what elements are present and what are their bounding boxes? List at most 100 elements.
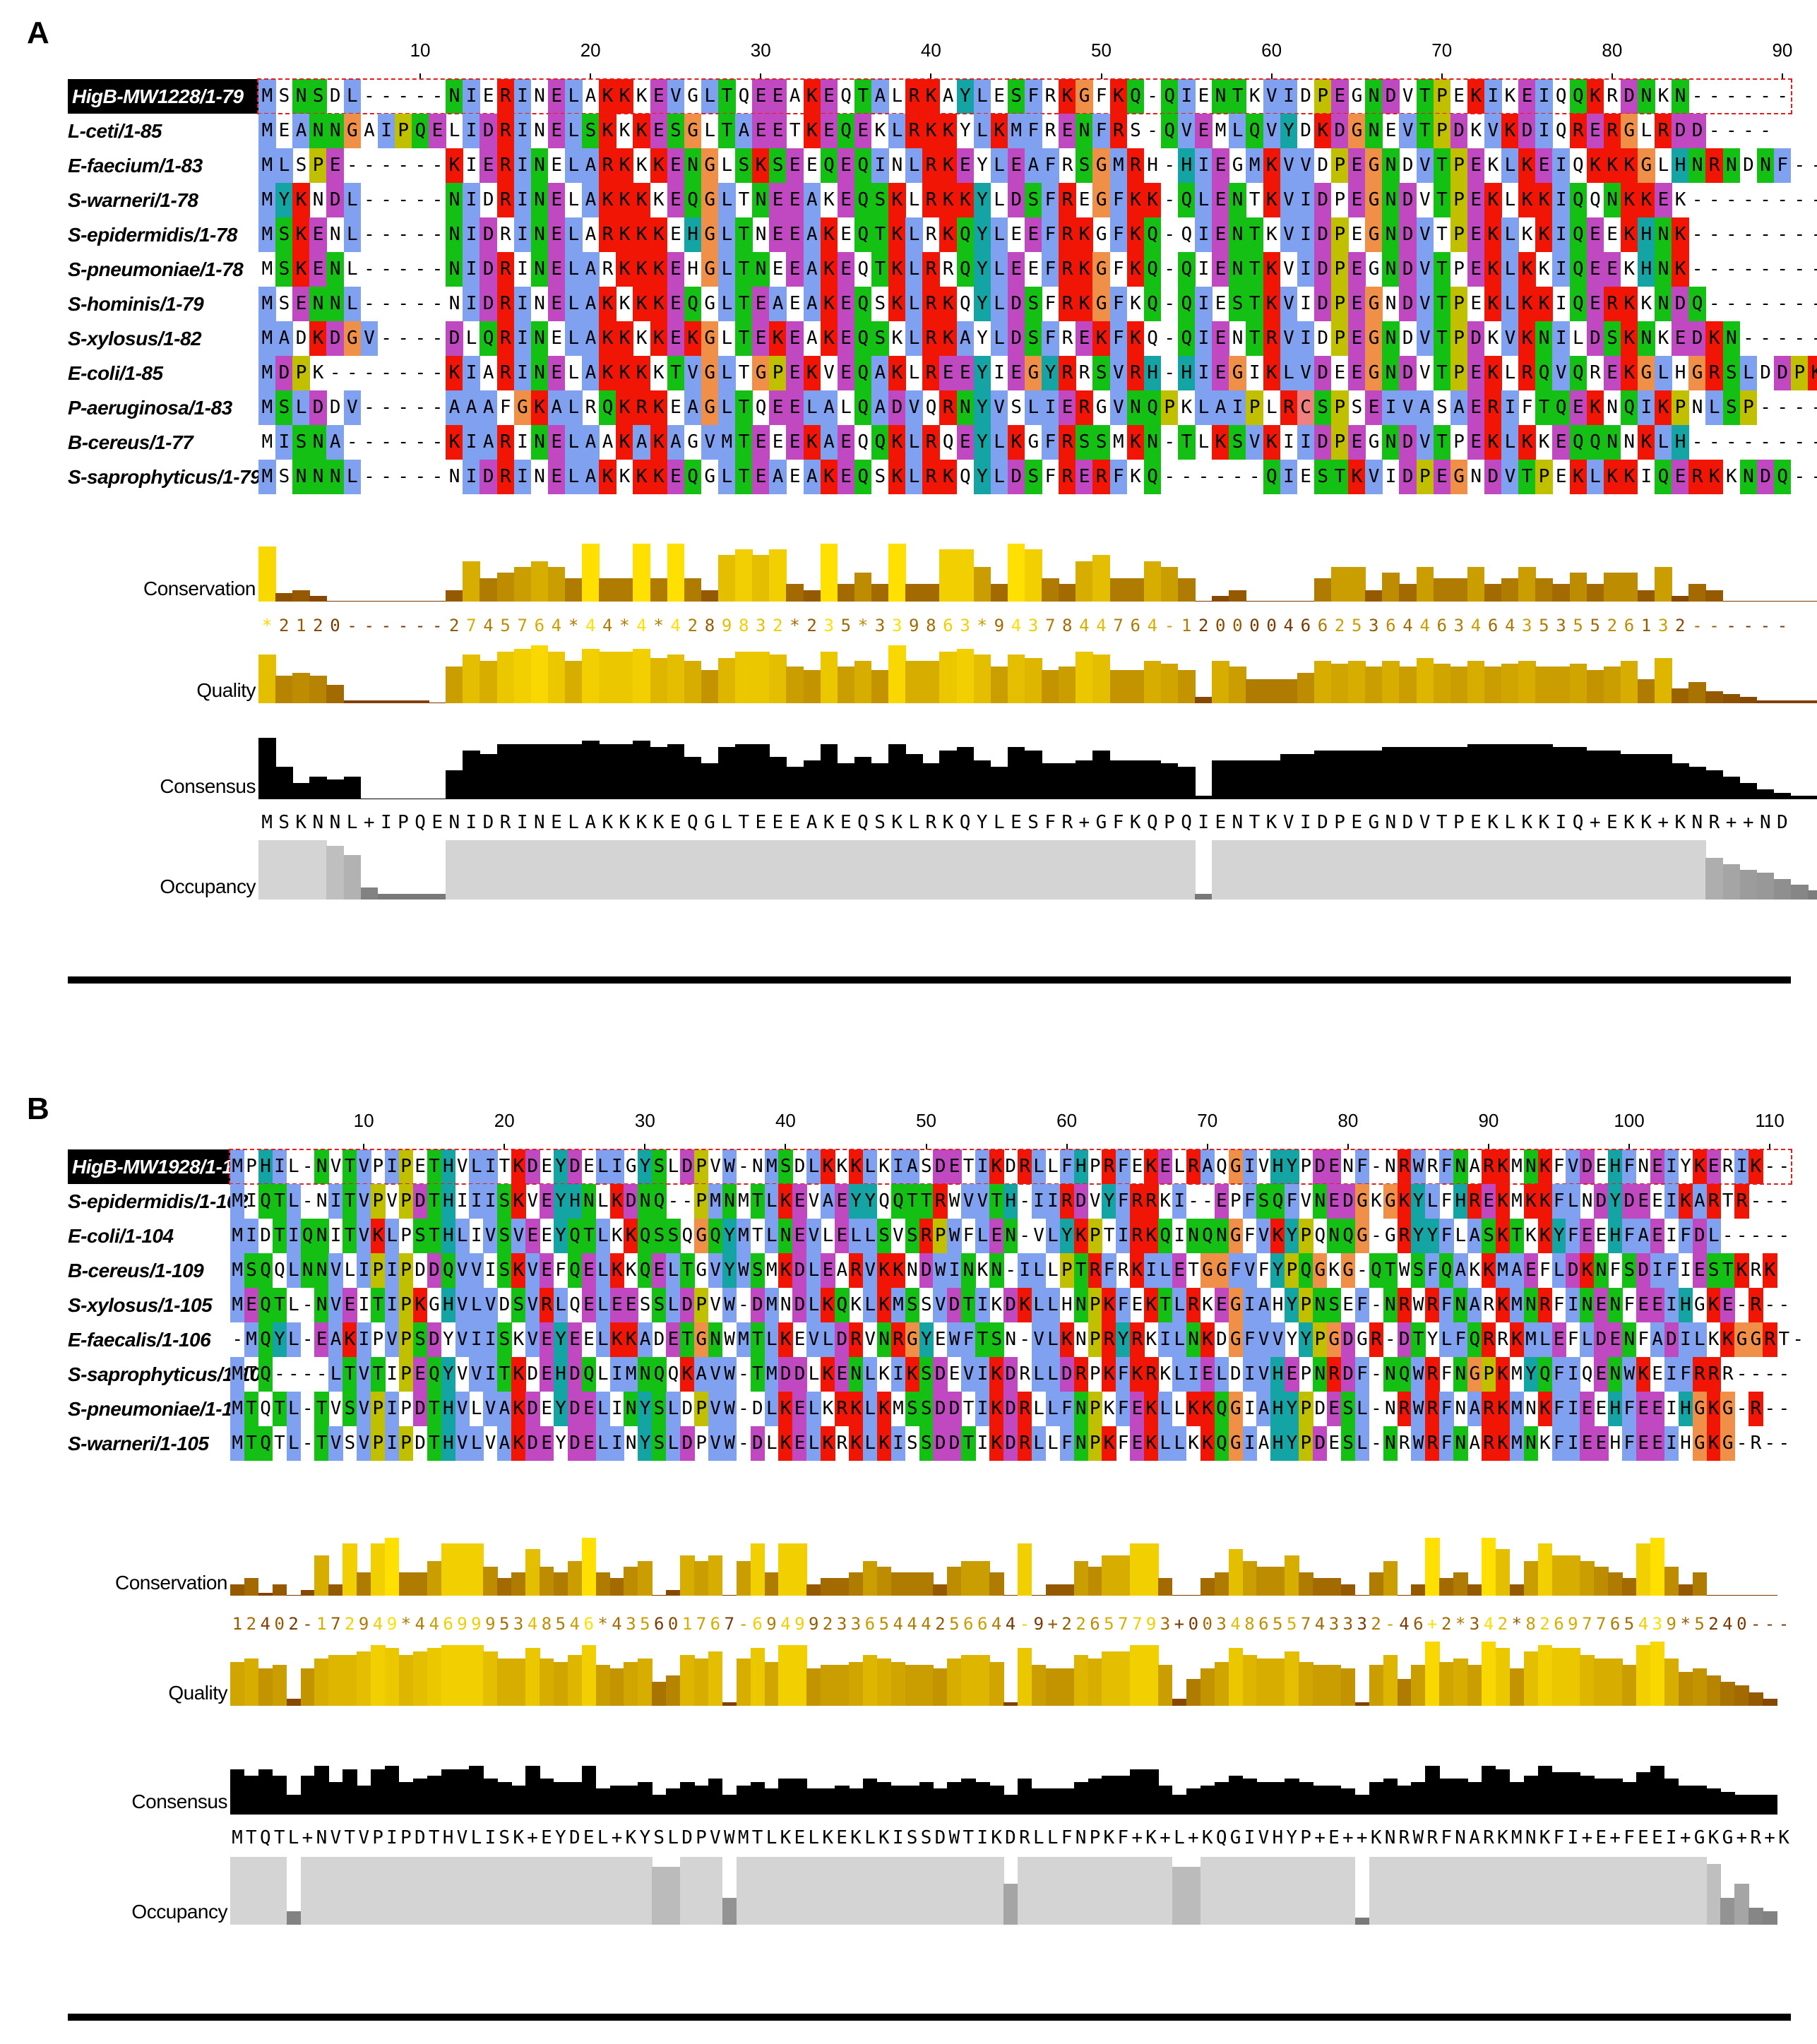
residue: T — [1246, 321, 1264, 356]
residue: K — [1495, 1392, 1511, 1426]
residue: R — [1126, 356, 1145, 390]
residue: I — [385, 1253, 400, 1288]
residue: D — [933, 1149, 948, 1184]
conservation-bar — [1397, 1595, 1412, 1596]
consensus-residue: L — [470, 1827, 482, 1848]
conservation-bar — [1705, 590, 1724, 602]
conservation-score: 0 — [1215, 616, 1226, 635]
quality-bar — [792, 1644, 807, 1706]
residue: M — [258, 79, 276, 114]
residue: Q — [258, 1357, 273, 1392]
residue: F — [1441, 1190, 1453, 1212]
residue: V — [1566, 1149, 1580, 1184]
residue: I — [463, 287, 480, 321]
consensus-bar — [1537, 1766, 1553, 1815]
residue: L — [1580, 1322, 1595, 1357]
occupancy-bar — [1270, 1857, 1285, 1925]
residue: R — [1092, 460, 1111, 494]
consensus-bar — [446, 770, 463, 799]
quality-bar — [1416, 657, 1434, 703]
consensus-bar — [1620, 753, 1638, 799]
sequence-name: HigB-MW1928/1-106 — [68, 1149, 254, 1184]
conservation-score: 8 — [926, 616, 936, 635]
conservation-bar — [1734, 1595, 1749, 1596]
residue: G — [1313, 1253, 1328, 1288]
residue: E — [1027, 258, 1039, 280]
residue: - — [431, 328, 443, 349]
residue: L — [1033, 1398, 1044, 1419]
consensus-residue: Y — [976, 812, 988, 833]
occupancy-bar — [441, 1857, 456, 1925]
residue: K — [778, 1426, 793, 1461]
residue: T — [1249, 189, 1261, 210]
residue: - — [1019, 1190, 1030, 1212]
residue: S — [1722, 356, 1741, 390]
residue: V — [1246, 425, 1264, 460]
residue: D — [567, 1392, 583, 1426]
conservation-score: - — [738, 1614, 749, 1634]
residue: K — [1348, 460, 1366, 494]
residue: G — [1228, 1149, 1243, 1184]
consensus-bar — [1518, 743, 1536, 799]
consensus-bar — [1280, 753, 1298, 799]
quality-bar — [1551, 1648, 1566, 1706]
occupancy-bar — [328, 1857, 343, 1925]
residue: K — [803, 356, 821, 390]
residue: T — [1246, 217, 1264, 252]
residue: K — [1495, 1149, 1511, 1184]
residue: A — [463, 390, 480, 425]
residue: K — [1130, 1357, 1145, 1392]
residue: A — [582, 148, 600, 183]
residue: H — [1270, 1149, 1285, 1184]
residue: I — [1382, 390, 1400, 425]
occupancy-bar — [412, 1857, 428, 1925]
consensus-residue: K — [1624, 812, 1635, 833]
quality-bar — [1130, 1644, 1145, 1706]
conservation-bar — [553, 1572, 568, 1596]
conservation-score: - — [398, 616, 409, 635]
residue: - — [364, 85, 375, 107]
residue: K — [1470, 120, 1482, 141]
occupancy-bar — [1045, 1857, 1061, 1925]
residue: V — [1419, 189, 1431, 210]
residue: N — [1382, 425, 1400, 460]
residue: R — [496, 425, 515, 460]
residue: - — [381, 466, 392, 487]
residue: K — [1620, 321, 1638, 356]
residue: D — [1450, 114, 1468, 148]
residue: E — [752, 460, 770, 494]
conservation-score: 8 — [1062, 616, 1073, 635]
residue: P — [1088, 1392, 1102, 1426]
residue: S — [989, 1322, 1004, 1357]
consensus-bar — [1178, 767, 1196, 799]
residue: R — [1397, 1288, 1412, 1322]
conservation-bar — [1369, 1572, 1384, 1596]
residue: - — [398, 155, 409, 176]
occupancy-bar — [1551, 1857, 1566, 1925]
residue: - — [1691, 224, 1703, 245]
residue: F — [1539, 1260, 1551, 1281]
residue: K — [778, 1253, 793, 1288]
sequence-name: P-aeruginosa/1-83 — [68, 397, 232, 419]
residue: D — [326, 183, 345, 217]
occupancy-bar — [429, 893, 446, 900]
residue: T — [1722, 1190, 1734, 1212]
residue: D — [1399, 356, 1417, 390]
consensus-residue: E — [1652, 1827, 1663, 1848]
residue: L — [1739, 356, 1758, 390]
residue: H — [1453, 1184, 1468, 1219]
residue: E — [1158, 1149, 1173, 1184]
residue: D — [1399, 425, 1417, 460]
consensus-bar — [1705, 770, 1724, 799]
residue: F — [1566, 1219, 1580, 1253]
residue: Y — [1411, 1184, 1426, 1219]
residue: R — [496, 356, 515, 390]
occupancy-bar — [258, 840, 276, 900]
consensus-bar — [722, 1795, 737, 1815]
conservation-bar — [1692, 1572, 1708, 1596]
residue: G — [1365, 217, 1383, 252]
occupancy-bar — [1453, 1857, 1468, 1925]
sequence-name: S-warneri/1-78 — [68, 189, 198, 211]
quality-bar — [876, 1658, 892, 1706]
